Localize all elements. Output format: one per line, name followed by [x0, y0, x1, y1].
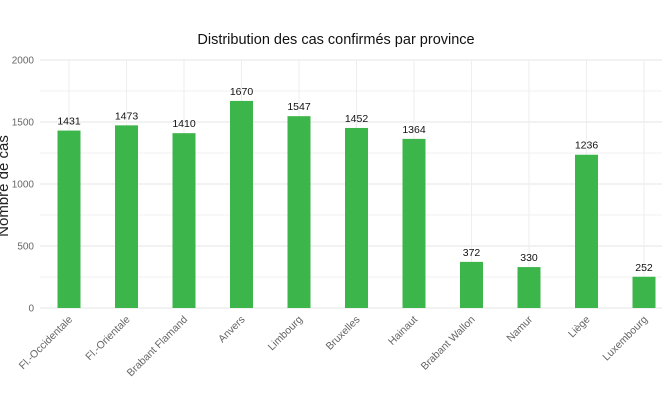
bar [517, 267, 541, 308]
data-label: 1670 [230, 86, 254, 98]
data-label: 1364 [402, 124, 426, 136]
bar [402, 138, 426, 308]
y-tick-label: 0 [28, 304, 34, 315]
bar [57, 130, 81, 308]
x-tick-label: Bruxelles [324, 314, 363, 353]
bar [115, 125, 138, 309]
y-axis-label: Nombre de cas [0, 135, 12, 237]
x-tick-label: Brabant Flamand [125, 314, 191, 380]
x-tick-label: Fl.-Orientale [83, 314, 132, 363]
data-label: 1236 [575, 140, 599, 152]
x-tick-label: Luxembourg [600, 314, 650, 364]
x-tick-label: Liège [566, 314, 593, 341]
data-label: 372 [463, 247, 481, 259]
x-tick-label: Limbourg [266, 314, 306, 354]
data-label: 1547 [287, 101, 311, 113]
x-tick-label: Hainaut [386, 314, 420, 348]
data-labels: 1431 1473 1410 1670 1547 1452 1364 372 330 1236 25… [57, 86, 653, 274]
x-tick-label: Anvers [216, 314, 248, 346]
bars [57, 100, 656, 309]
data-label: 330 [520, 252, 538, 264]
data-label: 1431 [57, 116, 81, 128]
bar [230, 100, 253, 308]
bar [460, 261, 483, 308]
x-tick-label: Fl.-Occidentale [17, 314, 76, 373]
chart-title: Distribution des cas confirmés par provi… [197, 32, 474, 48]
data-label: 1473 [115, 110, 139, 122]
x-tick-label: Brabant Wallon [419, 314, 478, 373]
bar [287, 116, 311, 308]
y-tick-label: 500 [17, 242, 34, 253]
y-axis-ticks: 0 500 1000 1500 2000 [12, 56, 35, 315]
y-tick-label: 1500 [12, 118, 35, 129]
bar [345, 127, 368, 309]
data-label: 252 [635, 262, 653, 274]
x-tick-label: Namur [504, 313, 535, 344]
y-tick-label: 2000 [12, 56, 35, 67]
bar [575, 154, 598, 308]
y-tick-label: 1000 [12, 180, 35, 191]
bar [172, 133, 196, 308]
data-label: 1410 [172, 118, 196, 130]
bar [632, 276, 656, 308]
data-label: 1452 [345, 113, 369, 125]
